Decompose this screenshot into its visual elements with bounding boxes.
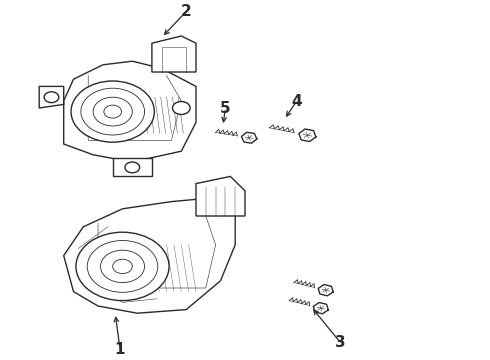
Circle shape	[93, 97, 132, 126]
Circle shape	[172, 102, 190, 114]
Text: 4: 4	[291, 94, 302, 109]
Circle shape	[87, 240, 158, 292]
Circle shape	[113, 259, 132, 274]
Polygon shape	[64, 61, 196, 162]
Polygon shape	[196, 176, 245, 216]
Polygon shape	[313, 302, 328, 314]
Polygon shape	[152, 36, 196, 72]
Circle shape	[44, 92, 59, 103]
Polygon shape	[318, 284, 333, 296]
Circle shape	[81, 88, 145, 135]
Text: 3: 3	[335, 335, 346, 350]
Polygon shape	[299, 129, 316, 141]
Circle shape	[76, 232, 169, 301]
Circle shape	[100, 250, 145, 283]
Circle shape	[125, 162, 140, 173]
Polygon shape	[64, 198, 235, 313]
Polygon shape	[113, 158, 152, 176]
Text: 2: 2	[181, 4, 192, 19]
Text: 1: 1	[115, 342, 125, 357]
Polygon shape	[242, 132, 257, 143]
Circle shape	[104, 105, 122, 118]
Polygon shape	[39, 86, 64, 108]
Circle shape	[71, 81, 154, 142]
Text: 5: 5	[220, 100, 231, 116]
